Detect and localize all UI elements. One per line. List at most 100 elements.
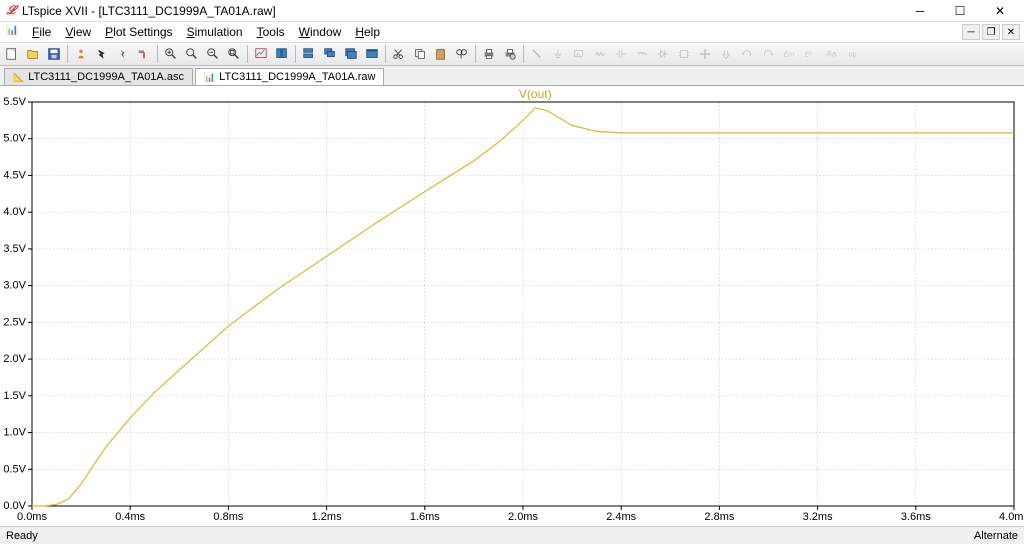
print-icon[interactable]	[479, 44, 499, 64]
resistor-icon[interactable]	[590, 44, 610, 64]
zoom-pan-icon[interactable]	[182, 44, 202, 64]
window-title: LTspice XVII - [LTC3111_DC1999A_TA01A.ra…	[22, 4, 900, 18]
tab-label: LTC3111_DC1999A_TA01A.raw	[219, 71, 375, 83]
mirror-icon[interactable]: E³	[800, 44, 820, 64]
mdi-minimize-button[interactable]: ─	[962, 24, 980, 40]
plot-canvas[interactable]: 0.0V0.5V1.0V1.5V2.0V2.5V3.0V3.5V4.0V4.5V…	[0, 86, 1024, 526]
doc-icon: 📊	[6, 25, 20, 39]
menubar: 📊 File View Plot Settings Simulation Too…	[0, 22, 1024, 42]
redo-icon[interactable]	[758, 44, 778, 64]
minimize-button[interactable]: ─	[900, 0, 940, 22]
svg-text:2.5V: 2.5V	[3, 316, 26, 328]
mdi-close-button[interactable]: ✕	[1002, 24, 1020, 40]
tabbar: 📐 LTC3111_DC1999A_TA01A.asc 📊 LTC3111_DC…	[0, 66, 1024, 86]
autorange-icon[interactable]	[251, 44, 271, 64]
svg-text:A: A	[576, 52, 580, 58]
label-icon[interactable]: A	[569, 44, 589, 64]
menu-window[interactable]: Window	[293, 23, 348, 41]
titlebar: 𝓛 LTspice XVII - [LTC3111_DC1999A_TA01A.…	[0, 0, 1024, 22]
waveform-icon: 📊	[204, 72, 215, 83]
svg-text:0.5V: 0.5V	[3, 463, 26, 475]
svg-text:1.0V: 1.0V	[3, 427, 26, 439]
svg-text:E³: E³	[805, 52, 813, 59]
tab-label: LTC3111_DC1999A_TA01A.asc	[28, 71, 184, 83]
mdi-controls: ─ ❐ ✕	[962, 24, 1024, 40]
close-button[interactable]: ✕	[980, 0, 1020, 22]
schematic-icon: 📐	[13, 72, 24, 83]
svg-text:3.2ms: 3.2ms	[803, 511, 833, 523]
menu-simulation[interactable]: Simulation	[181, 23, 249, 41]
new-schematic-icon[interactable]	[2, 44, 22, 64]
svg-text:3.0V: 3.0V	[3, 280, 26, 292]
svg-text:0.4ms: 0.4ms	[115, 511, 145, 523]
svg-text:Aa: Aa	[827, 50, 837, 59]
tile-horiz-icon[interactable]	[272, 44, 292, 64]
svg-text:2.8ms: 2.8ms	[704, 511, 734, 523]
halt-icon[interactable]	[113, 44, 133, 64]
svg-text:1.2ms: 1.2ms	[312, 511, 342, 523]
rotate-icon[interactable]: Em	[779, 44, 799, 64]
print-setup-icon[interactable]	[500, 44, 520, 64]
close-all-icon[interactable]	[341, 44, 361, 64]
tab-asc[interactable]: 📐 LTC3111_DC1999A_TA01A.asc	[4, 68, 193, 85]
ground-icon[interactable]	[548, 44, 568, 64]
text-icon[interactable]: Aa	[821, 44, 841, 64]
svg-text:4.0V: 4.0V	[3, 206, 26, 218]
svg-text:3.5V: 3.5V	[3, 243, 26, 255]
svg-text:Em: Em	[784, 52, 795, 59]
paste-icon[interactable]	[431, 44, 451, 64]
menu-tools[interactable]: Tools	[251, 23, 291, 41]
zoom-in-icon[interactable]	[161, 44, 181, 64]
undo-icon[interactable]	[737, 44, 757, 64]
toolbar: A Em E³ Aa .op	[0, 42, 1024, 66]
svg-text:2.4ms: 2.4ms	[606, 511, 636, 523]
plot-area[interactable]: 0.0V0.5V1.0V1.5V2.0V2.5V3.0V3.5V4.0V4.5V…	[0, 86, 1024, 526]
menu-view[interactable]: View	[59, 23, 97, 41]
component-icon[interactable]	[674, 44, 694, 64]
cut-icon[interactable]	[389, 44, 409, 64]
svg-text:4.5V: 4.5V	[3, 169, 26, 181]
svg-text:1.5V: 1.5V	[3, 390, 26, 402]
spice-directive-icon[interactable]: .op	[842, 44, 862, 64]
copy-icon[interactable]	[410, 44, 430, 64]
move-icon[interactable]	[695, 44, 715, 64]
menu-help[interactable]: Help	[349, 23, 386, 41]
save-icon[interactable]	[44, 44, 64, 64]
menu-file[interactable]: File	[26, 23, 57, 41]
inductor-icon[interactable]	[632, 44, 652, 64]
svg-text:2.0ms: 2.0ms	[508, 511, 538, 523]
diode-icon[interactable]	[653, 44, 673, 64]
find-icon[interactable]	[452, 44, 472, 64]
svg-text:0.8ms: 0.8ms	[213, 511, 243, 523]
tab-raw[interactable]: 📊 LTC3111_DC1999A_TA01A.raw	[195, 68, 385, 85]
open-icon[interactable]	[23, 44, 43, 64]
svg-text:.op: .op	[847, 52, 857, 59]
status-left: Ready	[6, 530, 974, 542]
svg-text:V(out): V(out)	[519, 87, 552, 101]
tile-vert-icon[interactable]	[299, 44, 319, 64]
control-panel-icon[interactable]	[71, 44, 91, 64]
window-controls: ─ ☐ ✕	[900, 0, 1020, 22]
maximize-button[interactable]: ☐	[940, 0, 980, 22]
zoom-fit-icon[interactable]	[224, 44, 244, 64]
svg-text:5.0V: 5.0V	[3, 133, 26, 145]
draw-wire-icon[interactable]	[527, 44, 547, 64]
status-right: Alternate	[974, 530, 1018, 542]
svg-text:3.6ms: 3.6ms	[901, 511, 931, 523]
app-icon: 𝓛	[4, 4, 18, 18]
capacitor-icon[interactable]	[611, 44, 631, 64]
hammer-icon[interactable]	[134, 44, 154, 64]
zoom-out-icon[interactable]	[203, 44, 223, 64]
svg-text:4.0ms: 4.0ms	[999, 511, 1024, 523]
svg-text:2.0V: 2.0V	[3, 353, 26, 365]
svg-text:1.6ms: 1.6ms	[410, 511, 440, 523]
svg-text:0.0ms: 0.0ms	[17, 511, 47, 523]
cascade-icon[interactable]	[320, 44, 340, 64]
statusbar: Ready Alternate	[0, 526, 1024, 544]
window-icon[interactable]	[362, 44, 382, 64]
svg-text:5.5V: 5.5V	[3, 96, 26, 108]
mdi-restore-button[interactable]: ❐	[982, 24, 1000, 40]
run-icon[interactable]	[92, 44, 112, 64]
menu-plot-settings[interactable]: Plot Settings	[99, 23, 178, 41]
drag-icon[interactable]	[716, 44, 736, 64]
